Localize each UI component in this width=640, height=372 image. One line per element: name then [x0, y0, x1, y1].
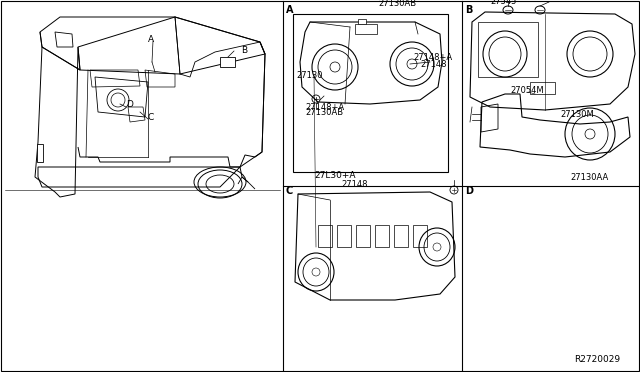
- Text: B: B: [241, 45, 247, 55]
- Text: D: D: [126, 99, 133, 109]
- Text: 27130AA: 27130AA: [570, 173, 608, 182]
- Text: 27130: 27130: [296, 71, 323, 80]
- Text: 27130AB: 27130AB: [305, 108, 343, 116]
- Text: D: D: [465, 186, 473, 196]
- Text: 27130M: 27130M: [560, 109, 594, 119]
- Bar: [37, 144, 43, 162]
- Bar: [394, 225, 408, 247]
- Bar: [358, 19, 366, 24]
- Text: A: A: [148, 35, 154, 44]
- Text: 27L30+A: 27L30+A: [314, 170, 356, 180]
- Bar: [355, 24, 377, 34]
- Bar: [293, 14, 448, 172]
- Bar: [220, 57, 235, 67]
- Bar: [375, 225, 389, 247]
- Text: A: A: [286, 5, 294, 15]
- Text: 27545: 27545: [490, 0, 516, 6]
- Text: 27148+A: 27148+A: [305, 103, 344, 112]
- Text: 27148+A: 27148+A: [413, 52, 452, 61]
- Text: R2720029: R2720029: [574, 356, 620, 365]
- Text: 27054M: 27054M: [510, 86, 543, 94]
- Text: 27130AB: 27130AB: [378, 0, 416, 7]
- Text: B: B: [465, 5, 472, 15]
- Text: 27545: 27545: [527, 0, 553, 1]
- Bar: [318, 225, 332, 247]
- Bar: [530, 82, 555, 94]
- Text: C: C: [286, 186, 293, 196]
- Text: C: C: [148, 112, 154, 122]
- Bar: [337, 225, 351, 247]
- Text: 27148: 27148: [342, 180, 368, 189]
- Bar: [478, 22, 538, 77]
- Text: 27148: 27148: [420, 60, 447, 68]
- Bar: [356, 225, 370, 247]
- Bar: [413, 225, 427, 247]
